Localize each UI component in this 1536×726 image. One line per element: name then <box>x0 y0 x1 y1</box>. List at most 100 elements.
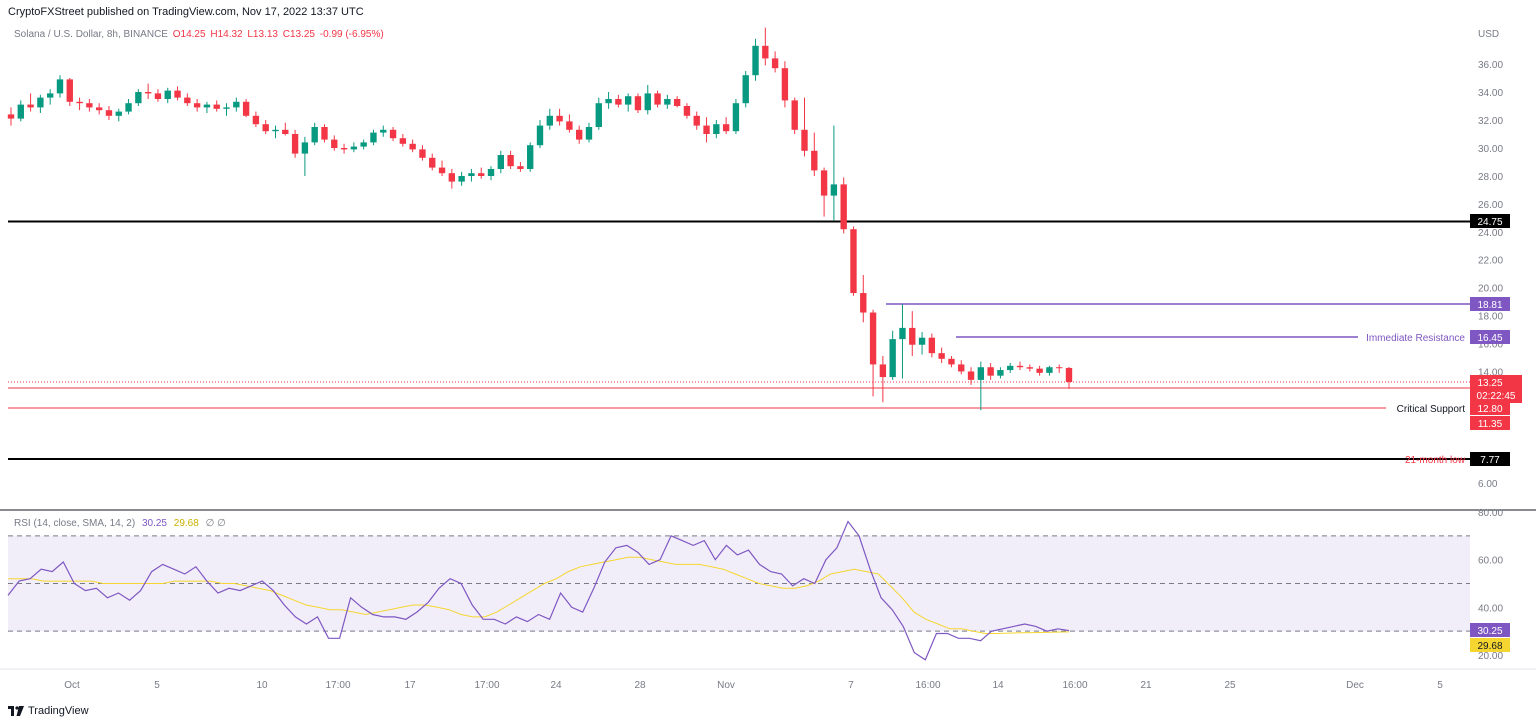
candle-body <box>1046 367 1053 373</box>
candle-body <box>918 337 926 345</box>
candle-body <box>673 99 681 106</box>
candle-body <box>928 337 936 354</box>
time-tick-label: 14 <box>992 680 1004 691</box>
candle-body <box>262 124 269 132</box>
candle-body <box>958 364 965 372</box>
time-tick-label: 17:00 <box>325 680 350 691</box>
candle-body <box>1007 365 1014 371</box>
price-label-text: 18.81 <box>1477 300 1502 311</box>
symbol-legend: Solana / U.S. Dollar, 8h, BINANCE O14.25… <box>14 29 384 40</box>
candle-body <box>585 127 593 140</box>
price-label-bg <box>1470 389 1522 403</box>
candle-body <box>987 367 994 376</box>
price-label-badge: 18.81 <box>1470 297 1510 311</box>
candle-body <box>801 129 808 151</box>
candle-body <box>879 364 887 378</box>
rsi-extra: ∅ ∅ <box>205 518 226 529</box>
candle-body <box>37 97 44 108</box>
price-tick-label: 26.00 <box>1478 200 1503 211</box>
rsi-tick-label: 80.00 <box>1478 508 1503 519</box>
time-tick-label: 17:00 <box>474 680 499 691</box>
candle-body <box>184 97 191 104</box>
candle-body <box>869 312 877 365</box>
price-axis-unit: USD <box>1478 29 1499 40</box>
time-tick-label: 5 <box>154 680 160 691</box>
annotation-immediate-resistance: Immediate Resistance <box>1366 333 1465 344</box>
candle-body <box>546 115 553 126</box>
candle-body <box>771 58 779 69</box>
candle-body <box>193 103 201 108</box>
candle-body <box>722 124 730 132</box>
price-tick-label: 34.00 <box>1478 88 1503 99</box>
rsi-title: RSI (14, close, SMA, 14, 2) <box>14 518 136 529</box>
candle-body <box>213 104 220 109</box>
candle-body <box>115 111 122 116</box>
time-tick-label: Dec <box>1346 680 1364 691</box>
candle-body <box>438 167 446 174</box>
ohlc-open: O14.25 <box>172 29 206 40</box>
candle-body <box>556 115 563 122</box>
price-label-bg <box>1470 297 1510 311</box>
candle-body <box>1016 365 1024 368</box>
price-label-text: 7.77 <box>1480 455 1500 466</box>
price-tick-label: 30.00 <box>1478 144 1503 155</box>
price-label-text: 16.45 <box>1477 333 1502 344</box>
candle-body <box>164 90 171 99</box>
candle-body <box>536 125 544 146</box>
candle-body <box>321 127 328 140</box>
price-label-text: 11.35 <box>1478 419 1503 430</box>
tradingview-footer: TradingView <box>8 705 89 717</box>
time-tick-label: 24 <box>550 680 562 691</box>
candle-body <box>615 99 622 105</box>
price-tick-label: 20.00 <box>1478 283 1503 294</box>
candle-body <box>517 166 524 169</box>
candle-body <box>487 169 495 176</box>
candle-body <box>703 125 710 134</box>
candle-body <box>1036 368 1043 373</box>
time-tick-label: 5 <box>1437 680 1443 691</box>
price-label-badge: 12.80 <box>1470 401 1510 415</box>
candle-body <box>1065 367 1073 382</box>
rsi-tick-label: 20.00 <box>1478 651 1503 662</box>
candle-body <box>791 100 798 130</box>
annotation-21-month-low: 21-month low <box>1405 455 1466 466</box>
price-label-bg <box>1470 214 1510 228</box>
candle-body <box>595 103 602 127</box>
candle-body <box>1026 367 1033 369</box>
candle-body <box>223 107 230 109</box>
candle-body <box>331 139 338 148</box>
candle-body <box>977 367 985 380</box>
candle-body <box>605 99 612 104</box>
price-label-text: 13.25 <box>1477 378 1502 389</box>
candle-body <box>497 155 504 169</box>
rsi-tick-label: 60.00 <box>1478 556 1503 567</box>
candle-body <box>350 146 358 150</box>
candle-body <box>909 327 916 345</box>
price-tick-label: 32.00 <box>1478 116 1503 127</box>
candle-body <box>7 114 15 119</box>
ohlc-change: -0.99 (-6.95%) <box>319 29 384 40</box>
ohlc-high: H14.32 <box>210 29 243 40</box>
candle-body <box>419 149 426 158</box>
candle-body <box>399 138 407 144</box>
price-tick-label: 16.00 <box>1478 339 1503 350</box>
brand-label: TradingView <box>28 705 89 717</box>
candle-body <box>242 101 250 116</box>
candle-body <box>429 157 436 168</box>
time-tick-label: 16:00 <box>915 680 940 691</box>
rsi-legend: RSI (14, close, SMA, 14, 2) 30.25 29.68 … <box>14 518 226 529</box>
price-label-badge: 13.25 <box>1470 375 1522 389</box>
ohlc-low: L13.13 <box>247 29 278 40</box>
price-label-text: 02:22:45 <box>1477 391 1516 402</box>
candle-body <box>713 124 720 134</box>
candle-body <box>830 184 838 196</box>
candle-body <box>448 173 456 182</box>
tradingview-logo-icon <box>8 706 24 716</box>
candle-body <box>566 121 573 130</box>
candle-body <box>311 127 318 143</box>
time-tick-label: 25 <box>1224 680 1236 691</box>
candle-body <box>86 103 93 108</box>
price-tick-label: 18.00 <box>1478 311 1503 322</box>
price-label-bg <box>1470 416 1510 430</box>
